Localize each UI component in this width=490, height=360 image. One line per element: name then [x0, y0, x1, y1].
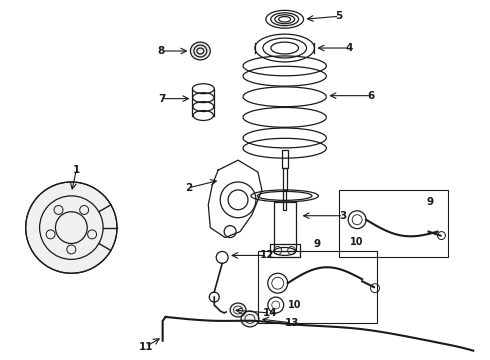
Text: 7: 7: [158, 94, 165, 104]
Bar: [339, 190, 448, 257]
Text: 14: 14: [263, 308, 277, 318]
Bar: [274, 202, 295, 251]
Bar: [270, 243, 299, 257]
Text: 10: 10: [350, 237, 364, 247]
Text: 3: 3: [340, 211, 347, 221]
Text: 12: 12: [260, 251, 274, 260]
Text: 5: 5: [336, 11, 343, 21]
Text: 9: 9: [314, 239, 321, 248]
Text: 9: 9: [427, 197, 434, 207]
Text: 2: 2: [185, 183, 192, 193]
Text: 8: 8: [157, 46, 164, 56]
Text: 6: 6: [368, 91, 375, 101]
Ellipse shape: [230, 303, 246, 317]
Text: 1: 1: [73, 165, 80, 175]
Text: 10: 10: [288, 300, 301, 310]
Ellipse shape: [191, 42, 210, 60]
Circle shape: [25, 182, 117, 273]
Ellipse shape: [241, 311, 259, 327]
Text: 11: 11: [139, 342, 153, 352]
Text: 13: 13: [284, 318, 299, 328]
Text: 4: 4: [345, 43, 353, 53]
Bar: [258, 251, 377, 323]
